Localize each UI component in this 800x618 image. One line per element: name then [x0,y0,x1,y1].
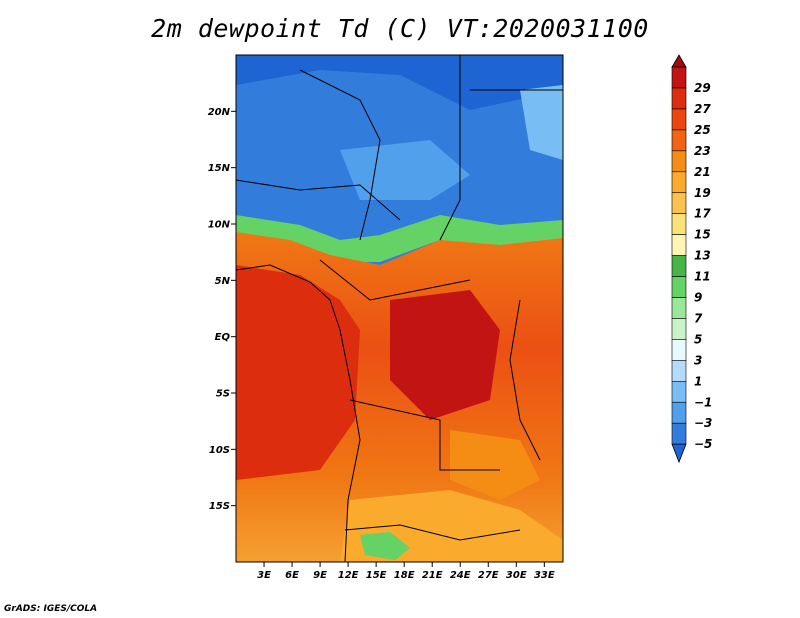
colorbar-label: 1 [694,374,702,388]
lat-tick-label: 5N [215,276,231,287]
lon-axis: 3E 6E 9E 12E 15E 18E 21E 24E 27E 30E 33E [257,562,555,581]
lat-tick-label: 20N [208,107,231,118]
colorbar-segment [671,297,687,319]
border-line [439,55,461,241]
border-line [236,179,401,221]
lon-tick-label: 12E [338,570,359,581]
colorbar-segment [671,360,687,382]
colorbar-segment [671,66,687,89]
colorbar-label: 7 [694,311,703,325]
lon-tick-label: 15E [366,570,387,581]
border-line [509,299,541,461]
colorbar-segment [671,171,687,194]
colorbar-label: 21 [694,165,711,179]
borders [236,55,563,562]
colorbar-label: 29 [694,81,711,95]
colorbar-segment [671,213,687,235]
colorbar-label: 23 [694,144,711,158]
colorbar-label: 5 [694,332,702,346]
lat-axis: 20N 15N 10N 5N EQ 5S 10S 15S [208,107,236,512]
colorbar-segment [671,192,687,215]
colorbar-bottom-arrow [671,443,687,464]
lat-tick-label: 15N [208,163,231,174]
colorbar-segment [671,87,687,110]
credit: GrADS: IGES/COLA [4,604,98,614]
lon-tick-label: 27E [478,570,499,581]
colorbar-label: 15 [694,228,711,242]
border-line [319,259,471,301]
colorbar-label: −1 [694,395,712,409]
congo-basin [390,290,500,420]
south-east-drier [450,430,540,500]
colorbar-label: 3 [694,353,702,367]
transition-band [236,215,563,262]
lat-tick-label: 10N [208,220,231,231]
colorbar-segment [671,339,687,361]
very-dry-region [236,55,563,110]
map-title: 2m dewpoint Td (C) VT:2020031100 [151,14,649,43]
map-field [236,55,563,562]
colorbar-segment [671,318,687,340]
lat-tick-label: 15S [209,501,230,512]
colorbar-segment [671,234,687,256]
colorbar-label: 27 [694,102,711,116]
lon-tick-label: 6E [285,570,299,581]
ocean-moist [236,265,360,480]
colorbar-segment [671,401,687,424]
colorbar-label: −5 [694,437,712,451]
lat-tick-label: 10S [209,445,230,456]
colorbar-label: 17 [694,207,711,221]
lat-tick-label: EQ [215,332,231,343]
coastline [236,264,361,562]
lon-tick-label: 3E [257,570,271,581]
lon-tick-label: 33E [534,570,555,581]
colorbar-label: 19 [694,186,711,200]
map-frame [235,54,564,563]
colorbar-top-arrow [671,54,687,68]
colorbar-segment [671,150,687,173]
lon-tick-label: 30E [506,570,527,581]
colorbar: 29 27 25 23 21 19 17 15 13 11 9 7 5 3 1 −1 −3 −5 [671,54,712,464]
colorbar-segment [671,129,687,152]
border-line [349,399,500,471]
lon-tick-label: 21E [422,570,443,581]
colorbar-segment [671,380,687,403]
border-line [344,524,521,541]
colorbar-label: 25 [694,123,711,137]
lon-tick-label: 18E [394,570,415,581]
lat-tick-label: 5S [216,389,230,400]
lon-tick-label: 9E [313,570,327,581]
colorbar-label: 9 [694,291,702,305]
lon-tick-label: 24E [450,570,471,581]
colorbar-label: −3 [694,416,712,430]
colorbar-label: 11 [694,270,711,284]
colorbar-segment [671,422,687,445]
colorbar-segment [671,255,687,277]
dry-patch-east [520,85,563,160]
colorbar-label: 13 [694,249,711,263]
colorbar-segment [671,276,687,298]
colorbar-segment [671,108,687,131]
south-green [360,532,410,560]
border-line [299,69,381,241]
